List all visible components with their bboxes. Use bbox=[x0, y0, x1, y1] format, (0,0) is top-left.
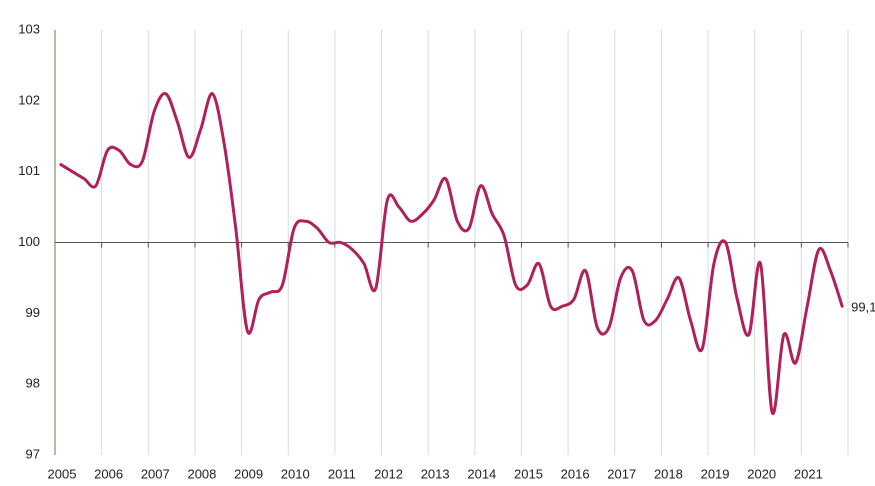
y-tick-label: 102 bbox=[18, 92, 40, 107]
y-tick-label: 100 bbox=[18, 234, 40, 249]
x-tick-label: 2009 bbox=[234, 466, 263, 481]
x-tick-label: 2011 bbox=[328, 466, 356, 481]
x-tick-label: 2005 bbox=[48, 466, 77, 481]
y-tick-label: 103 bbox=[18, 21, 40, 36]
x-tick-label: 2018 bbox=[654, 466, 683, 481]
y-tick-label: 99 bbox=[26, 305, 40, 320]
y-tick-label: 98 bbox=[26, 376, 40, 391]
x-tick-label: 2019 bbox=[701, 466, 730, 481]
x-tick-label: 2016 bbox=[561, 466, 590, 481]
x-tick-label: 2006 bbox=[94, 466, 123, 481]
x-tick-label: 2015 bbox=[514, 466, 543, 481]
x-tick-label: 2017 bbox=[607, 466, 636, 481]
x-tick-label: 2021 bbox=[794, 466, 823, 481]
y-tick-label: 97 bbox=[26, 446, 40, 461]
x-tick-label: 2010 bbox=[281, 466, 310, 481]
x-tick-label: 2020 bbox=[747, 466, 776, 481]
x-tick-label: 2012 bbox=[374, 466, 403, 481]
x-tick-label: 2014 bbox=[467, 466, 496, 481]
x-tick-label: 2007 bbox=[141, 466, 170, 481]
y-tick-label: 101 bbox=[18, 163, 40, 178]
end-label: 99,1 bbox=[851, 300, 875, 315]
x-tick-label: 2008 bbox=[187, 466, 216, 481]
x-tick-label: 2013 bbox=[421, 466, 450, 481]
line bbox=[59, 92, 844, 416]
